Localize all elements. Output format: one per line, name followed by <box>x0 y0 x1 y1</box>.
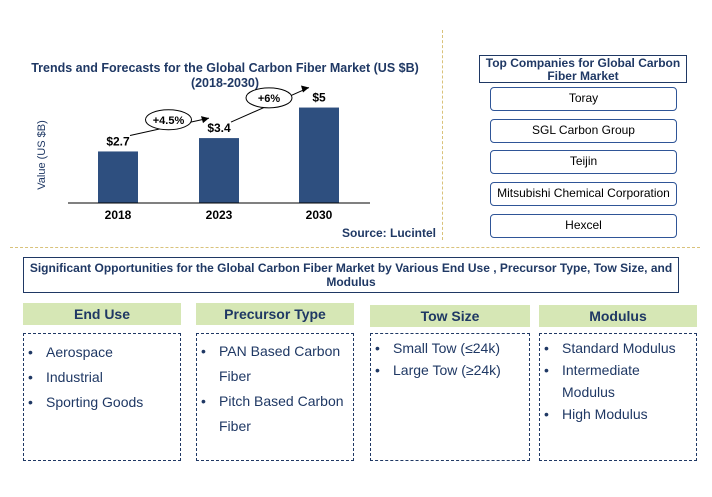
category-header-precursor-type: Precursor Type <box>196 303 354 325</box>
list-item: Industrial <box>24 365 180 390</box>
category-box-modulus: Standard Modulus Intermediate Modulus Hi… <box>539 333 697 461</box>
growth-ellipse <box>145 109 192 131</box>
list-item: Pitch Based Carbon Fiber <box>197 389 349 439</box>
category-header-tow-size: Tow Size <box>370 305 530 327</box>
growth-ellipse <box>245 87 293 109</box>
x-tick-label: 2018 <box>105 208 132 222</box>
list-item: Small Tow (≤24k) <box>371 337 529 359</box>
list-item: High Modulus <box>540 403 690 425</box>
company-item: Teijin <box>490 150 677 174</box>
category-header-modulus: Modulus <box>539 305 697 327</box>
bar <box>98 151 138 203</box>
growth-label: +6% <box>258 93 281 105</box>
y-axis-label: Value (US $B) <box>36 120 48 190</box>
data-label: $2.7 <box>106 134 130 148</box>
company-item: Hexcel <box>490 214 677 238</box>
category-box-tow-size: Small Tow (≤24k) Large Tow (≥24k) <box>370 333 530 461</box>
bar <box>299 107 339 203</box>
company-item: Toray <box>490 87 677 111</box>
companies-title: Top Companies for Global Carbon Fiber Ma… <box>479 55 687 83</box>
opportunities-title: Significant Opportunities for the Global… <box>23 257 679 293</box>
list-item: PAN Based Carbon Fiber <box>197 339 349 389</box>
category-box-end-use: Aerospace Industrial Sporting Goods <box>23 333 181 461</box>
arrow-head <box>201 116 209 124</box>
list-item: Standard Modulus <box>540 337 690 359</box>
bar-chart: Value (US $B) $2.7 2018 $3.4 2023 $5 2030 +4.5%… <box>36 85 370 222</box>
horizontal-divider <box>10 247 700 248</box>
arrow-head <box>301 85 309 93</box>
category-box-precursor-type: PAN Based Carbon Fiber Pitch Based Carbo… <box>196 333 354 461</box>
data-label: $3.4 <box>207 121 231 135</box>
x-tick-label: 2023 <box>206 208 233 222</box>
source-label: Source: Lucintel <box>341 226 436 240</box>
list-item: Large Tow (≥24k) <box>371 359 529 381</box>
chart-subtitle: (2018-2030) <box>190 76 260 90</box>
company-item: Mitsubishi Chemical Corporation <box>490 182 677 206</box>
category-header-end-use: End Use <box>23 303 181 325</box>
list-item: Sporting Goods <box>24 390 180 415</box>
list-item: Aerospace <box>24 340 180 365</box>
list-item: Intermediate Modulus <box>540 359 690 403</box>
company-item: SGL Carbon Group <box>490 119 677 143</box>
bar <box>199 138 239 203</box>
x-tick-label: 2030 <box>306 208 333 222</box>
growth-label: +4.5% <box>153 115 185 127</box>
data-label: $5 <box>312 91 326 105</box>
chart-title-text: Trends and Forecasts for the Global Carb… <box>31 61 419 75</box>
chart-title: Trends and Forecasts for the Global Carb… <box>10 61 440 91</box>
vertical-divider <box>442 30 443 240</box>
